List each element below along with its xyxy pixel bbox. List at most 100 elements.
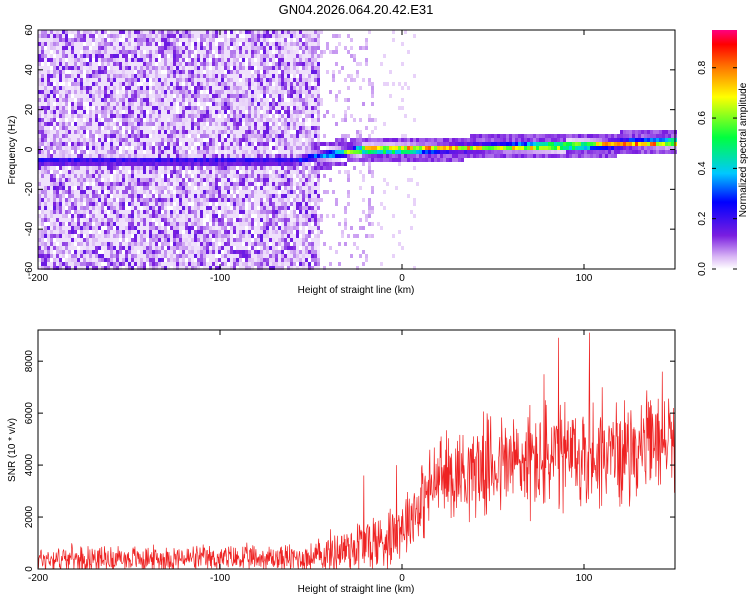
spectrogram-cell: [227, 62, 230, 66]
spectrogram-cell: [110, 42, 113, 46]
spectrogram-cell: [275, 102, 278, 106]
spectrogram-cell: [239, 242, 242, 246]
spectrogram-cell: [86, 138, 89, 142]
spectrogram-cell: [74, 190, 77, 194]
spectrogram-cell: [62, 174, 65, 178]
spectrogram-cell: [59, 90, 62, 94]
spectrogram-cell: [77, 186, 80, 190]
spectrogram-cell: [125, 126, 128, 130]
spectrogram-cell: [38, 190, 41, 194]
spectrogram-cell: [224, 210, 227, 214]
spectrogram-cell: [59, 174, 62, 178]
spectrogram-cell: [305, 94, 308, 98]
spectrogram-cell: [164, 46, 167, 50]
spectrogram-cell: [44, 258, 47, 262]
spectrogram-cell: [143, 250, 146, 254]
spectrogram-cell: [179, 138, 182, 142]
spectrogram-cell: [86, 226, 89, 230]
spectrogram-cell: [89, 98, 92, 102]
spectrogram-cell: [149, 138, 152, 142]
spectrogram-cell: [299, 138, 302, 142]
spectrogram-cell: [71, 50, 74, 54]
spectrogram-cell: [158, 186, 161, 190]
spectrogram-cell: [239, 98, 242, 102]
spectrogram-cell: [302, 198, 305, 202]
spectrogram-cell: [170, 198, 173, 202]
spectrogram-cell: [179, 230, 182, 234]
spectrogram-cell: [41, 130, 44, 134]
spectrogram-cell: [230, 62, 233, 66]
spectrogram-cell: [269, 82, 272, 86]
spectrogram-cell: [101, 190, 104, 194]
spectrogram-cell: [116, 46, 119, 50]
spectrogram-cell: [248, 238, 251, 242]
spectrogram-cell: [95, 130, 98, 134]
spectrogram-cell: [233, 254, 236, 258]
spectrogram-cell: [119, 82, 122, 86]
spectrogram-cell: [140, 70, 143, 74]
spectrogram-cell: [278, 54, 281, 58]
spectrogram-cell: [41, 98, 44, 102]
spectrogram-cell: [164, 174, 167, 178]
spectrogram-cell: [137, 186, 140, 190]
spectrogram-cell: [155, 230, 158, 234]
spectrogram-cell: [68, 130, 71, 134]
spectrogram-cell: [128, 226, 131, 230]
spectrogram-cell: [281, 158, 284, 162]
spectrogram-cell: [299, 150, 302, 154]
spectrogram-cell: [80, 122, 83, 126]
spectrogram-cell: [152, 262, 155, 266]
spectrogram-cell: [230, 198, 233, 202]
spectrogram-cell: [173, 70, 176, 74]
spectrogram-cell: [257, 94, 260, 98]
spectrogram-cell: [47, 202, 50, 206]
spectrogram-cell: [236, 150, 239, 154]
spectrogram-cell: [59, 234, 62, 238]
spectrogram-cell: [227, 174, 230, 178]
spectrogram-cell: [131, 138, 134, 142]
spectrogram-cell: [179, 254, 182, 258]
spectrogram-cell: [44, 110, 47, 114]
spectrogram-cell: [44, 54, 47, 58]
spectrogram-cell: [110, 234, 113, 238]
spectrogram-cell: [83, 126, 86, 130]
spectrogram-cell: [230, 210, 233, 214]
spectrogram-cell: [77, 206, 80, 210]
spectrogram-cell: [170, 110, 173, 114]
spectrogram-cell: [140, 222, 143, 226]
spectrogram-cell: [179, 234, 182, 238]
spectrogram-cell: [293, 142, 296, 146]
spectrogram-cell: [53, 78, 56, 82]
spectrogram-cell: [188, 258, 191, 262]
spectrogram-cell: [236, 94, 239, 98]
spectrogram-cell: [158, 150, 161, 154]
spectrogram-cell: [227, 190, 230, 194]
spectrogram-cell: [290, 54, 293, 58]
spectrogram-cell: [188, 94, 191, 98]
spectrogram-cell: [170, 142, 173, 146]
spectrogram-cell: [302, 50, 305, 54]
spectrogram-cell: [287, 126, 290, 130]
spectrogram-cell: [290, 38, 293, 42]
spectrogram-cell: [155, 242, 158, 246]
spectrogram-cell: [275, 54, 278, 58]
spectrogram-cell: [236, 198, 239, 202]
spectrogram-cell: [227, 146, 230, 150]
spectrogram-cell: [53, 114, 56, 118]
spectrogram-cell: [113, 146, 116, 150]
spectrogram-cell: [152, 122, 155, 126]
spectrogram-cell: [269, 54, 272, 58]
spectrogram-cell: [158, 86, 161, 90]
spectrogram-cell: [110, 122, 113, 126]
spectrogram-cell: [146, 118, 149, 122]
spectrogram-cell: [53, 154, 56, 158]
spectrogram-cell: [233, 170, 236, 174]
spectrogram-cell: [65, 46, 68, 50]
spectrogram-cell: [167, 194, 170, 198]
spectrogram-cell: [104, 42, 107, 46]
spectrogram-cell: [263, 158, 266, 162]
spectrogram-cell: [188, 242, 191, 246]
spectrogram-cell: [218, 42, 221, 46]
spectrogram-cell: [59, 110, 62, 114]
spectrogram-cell: [302, 154, 305, 158]
